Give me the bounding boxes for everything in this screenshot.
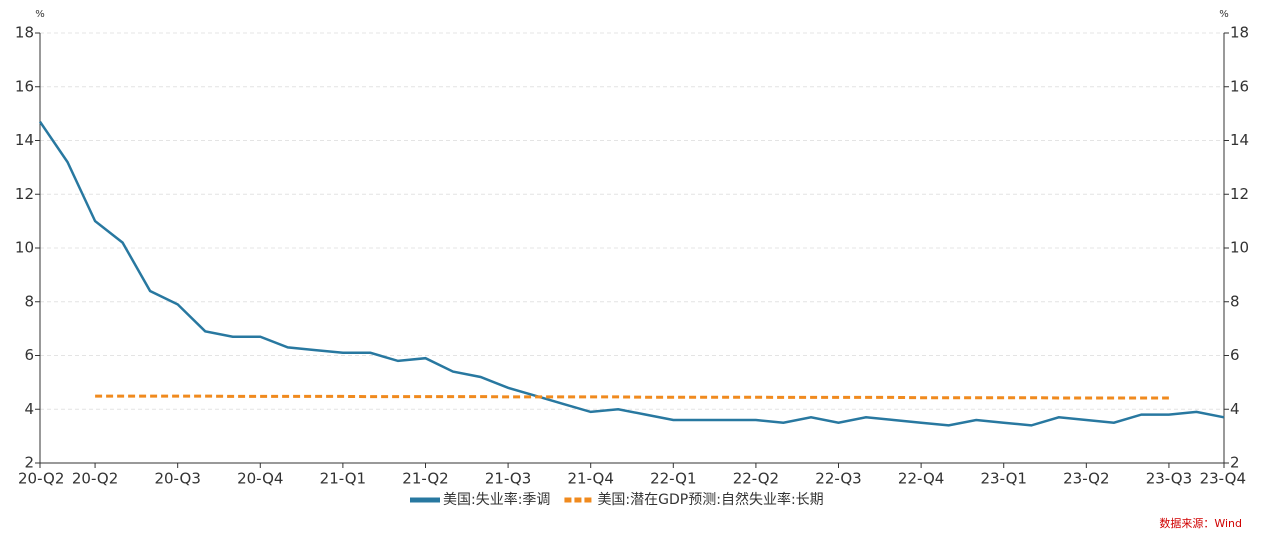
x-tick-label: 21-Q3 (485, 470, 531, 488)
x-tick-label: 22-Q1 (650, 470, 696, 488)
x-tick-label: 23-Q2 (1063, 470, 1109, 488)
x-tick-label: 23-Q4 (1200, 470, 1246, 488)
series-line (95, 394, 1169, 400)
x-tick-label: 22-Q4 (898, 470, 944, 488)
x-tick-label: 21-Q4 (567, 470, 613, 488)
y2-tick-label: 2 (1230, 454, 1240, 472)
y2-tick-label: 14 (1230, 131, 1249, 149)
y2-unit: % (1219, 9, 1229, 20)
y-tick-label: 6 (24, 346, 34, 364)
y2-tick-label: 10 (1230, 239, 1249, 257)
x-tick-label: 23-Q3 (1146, 470, 1192, 488)
y-tick-label: 12 (15, 185, 34, 203)
legend-label: 美国:失业率:季调 (443, 491, 550, 508)
y2-tick-label: 18 (1230, 24, 1249, 42)
x-tick-label: 20-Q3 (154, 470, 200, 488)
y-tick-label: 14 (15, 131, 34, 149)
x-tick-label: 20-Q4 (237, 470, 283, 488)
x-tick-label: 21-Q2 (402, 470, 448, 488)
legend-label: 美国:潜在GDP预测:自然失业率:长期 (597, 491, 823, 508)
x-tick-label: 22-Q3 (815, 470, 861, 488)
source-note: 数据来源：Wind (1159, 516, 1242, 530)
y-tick-label: 2 (24, 454, 34, 472)
y2-tick-label: 6 (1230, 346, 1240, 364)
x-tick-label: 20-Q2 (18, 470, 64, 488)
x-tick-label: 22-Q2 (733, 470, 779, 488)
y-tick-label: 4 (24, 400, 34, 418)
y-tick-label: 16 (15, 77, 34, 95)
y-tick-label: 8 (24, 292, 34, 310)
y2-tick-label: 4 (1230, 400, 1240, 418)
series-line (38, 120, 1225, 427)
x-tick-label: 21-Q1 (320, 470, 366, 488)
y-tick-label: 18 (15, 24, 34, 42)
x-tick-label: 23-Q1 (981, 470, 1027, 488)
y2-tick-label: 16 (1230, 77, 1249, 95)
x-tick-label: 20-Q2 (72, 470, 118, 488)
y2-tick-label: 12 (1230, 185, 1249, 203)
y-tick-label: 10 (15, 239, 34, 257)
y2-tick-label: 8 (1230, 292, 1240, 310)
y-unit: % (35, 9, 45, 20)
